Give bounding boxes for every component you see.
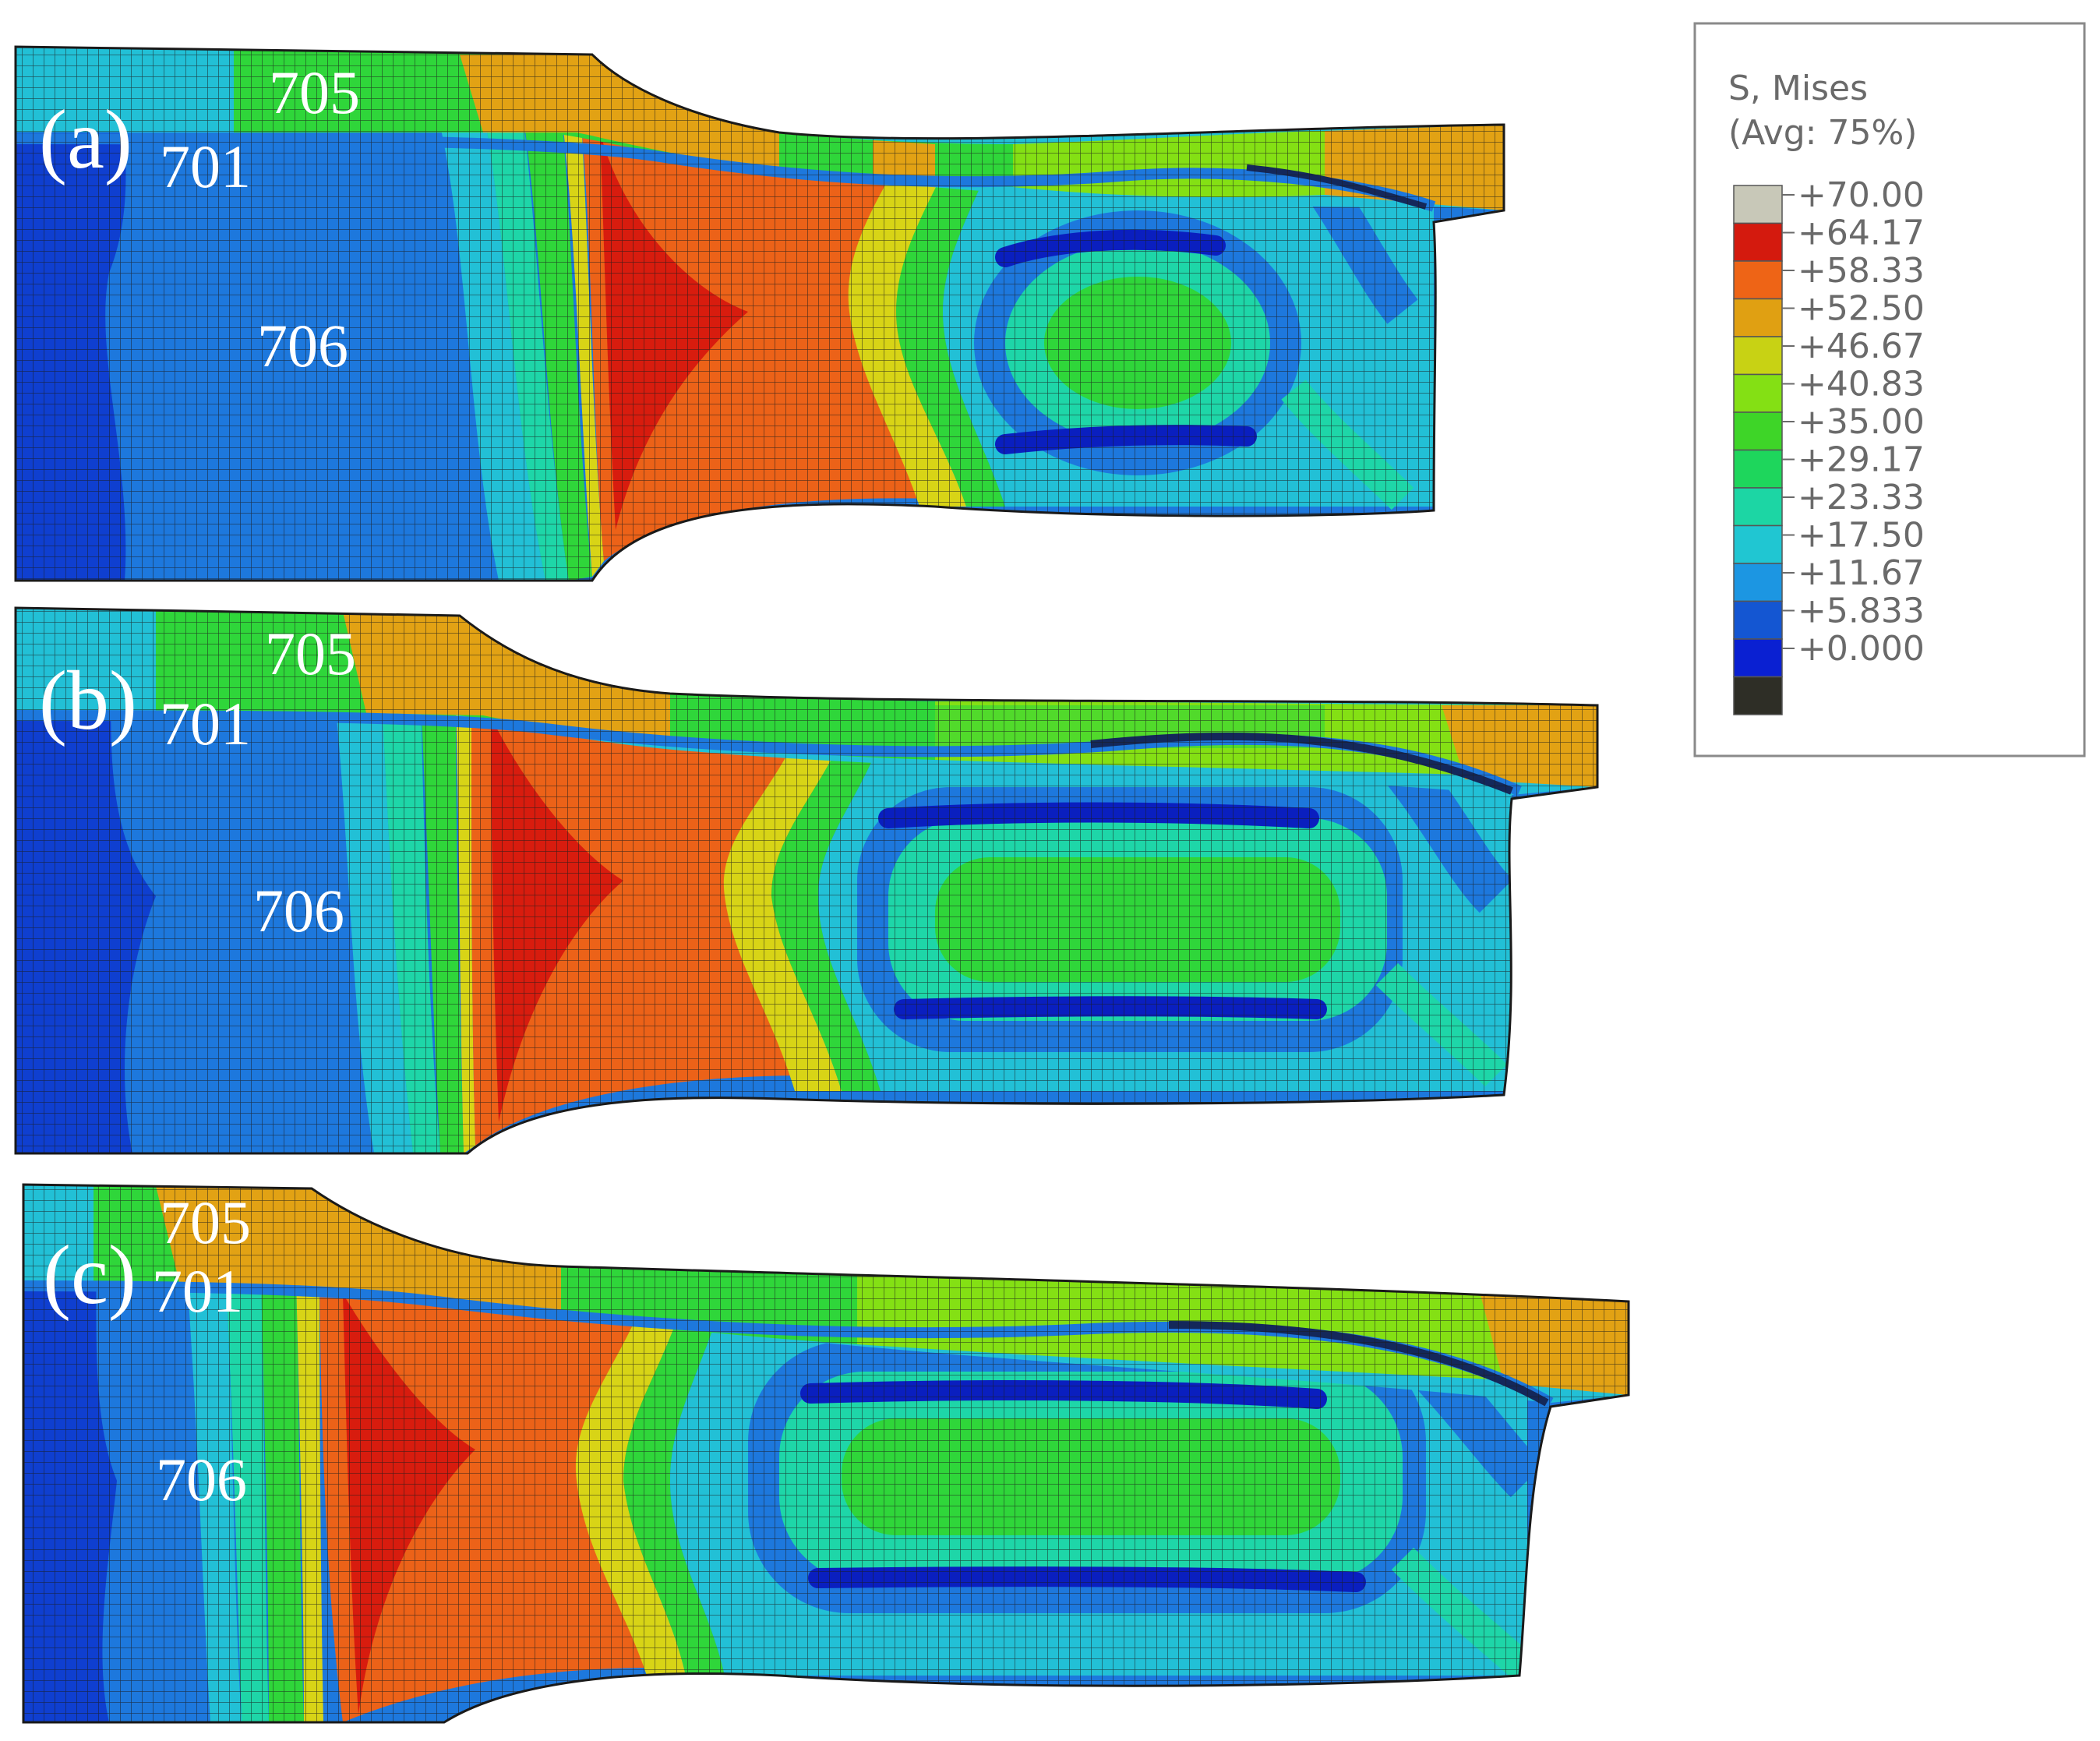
panel-c-part-705-label: 705 [160,1188,251,1256]
legend-swatch [1733,373,1783,413]
panel-b-part-705-label: 705 [265,620,356,687]
legend-value-label: +11.67 [1798,553,1925,593]
panel-a: (a) 705 701 706 [14,45,1505,582]
legend-swatch [1733,411,1783,451]
legend-value-label: +46.67 [1798,327,1925,366]
panel-b-label: (b) [39,655,137,747]
legend-color-bar: +70.00+64.17+58.33+52.50+46.67+40.83+35.… [1733,175,1925,715]
panel-c-part-701-label: 701 [152,1257,243,1325]
legend-swatch [1733,563,1783,602]
panel-a-part-706-label: 706 [257,312,348,380]
panel-b-part-701-label: 701 [160,690,251,757]
legend-value-label: +70.00 [1798,175,1925,215]
panel-a-part-701-label: 701 [160,132,251,200]
panel-b-part-706-label: 706 [253,877,344,945]
legend-value-label: +5.833 [1798,592,1925,631]
legend-swatch [1733,638,1783,678]
legend-value-label: +35.00 [1798,402,1925,442]
panel-c-part-706-label: 706 [156,1446,247,1513]
panel-b-contour [16,608,1597,1153]
panel-a-contour [16,47,1504,581]
legend-swatch [1733,487,1783,527]
legend-swatch [1733,600,1783,640]
legend-value-label: +64.17 [1798,214,1925,253]
legend-swatch [1733,222,1783,262]
legend-value-label: +40.83 [1798,365,1925,404]
panel-a-label: (a) [39,94,132,186]
legend-value-label: +23.33 [1798,478,1925,517]
legend-swatch [1733,336,1783,376]
legend-title-line2: (Avg: 75%) [1728,113,1917,153]
legend-swatch [1733,298,1783,337]
legend-swatch [1733,449,1783,489]
legend-value-label: +0.000 [1798,629,1925,669]
legend-value-label: +58.33 [1798,251,1925,291]
legend-swatch [1733,260,1783,300]
legend-value-label: +52.50 [1798,289,1925,329]
legend-title-line1: S, Mises [1728,69,1868,108]
legend-value-label: +29.17 [1798,440,1925,480]
panel-a-part-705-label: 705 [269,58,360,126]
panel-c-label: (c) [43,1229,136,1322]
panel-c: (c) 705 701 706 [22,1183,1630,1724]
legend-swatch [1733,185,1783,224]
legend-swatch [1733,524,1783,564]
panel-b: (b) 705 701 706 [14,606,1599,1155]
legend: S, Mises (Avg: 75%) +70.00+64.17+58.33+5… [1693,22,2086,757]
legend-value-label: +17.50 [1798,516,1925,556]
panel-c-contour [23,1185,1629,1722]
legend-swatch-below-min [1733,676,1783,715]
